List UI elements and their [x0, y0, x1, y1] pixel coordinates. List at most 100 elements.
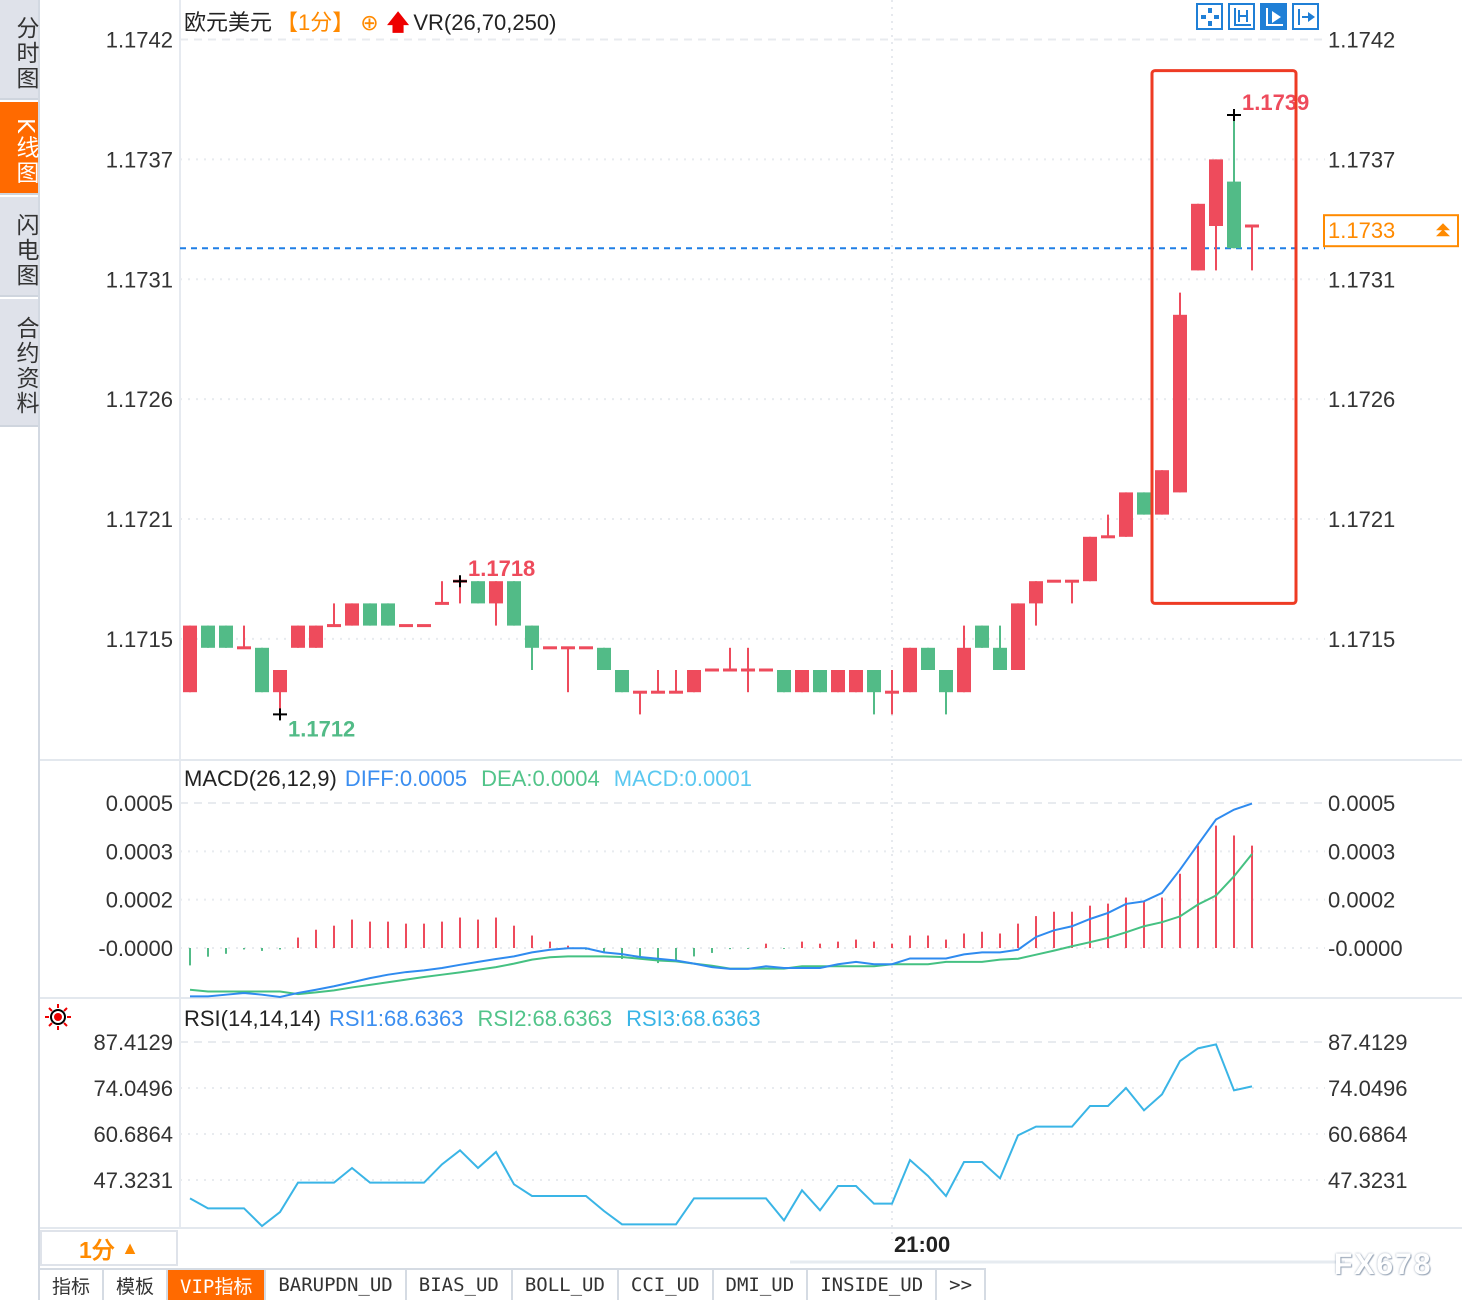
tab-dmi-ud[interactable]: DMI_UD: [714, 1270, 809, 1300]
candle-body: [903, 647, 917, 693]
candle-body: [507, 581, 521, 626]
candle-body: [201, 625, 215, 648]
candle-body: [849, 670, 863, 693]
rsi2-value: RSI2:68.6363: [477, 1006, 613, 1031]
candle-body: [1245, 224, 1259, 228]
sidebar-tab-contract-info[interactable]: 合约资料: [0, 299, 38, 427]
scroll-latest-button[interactable]: [1292, 3, 1319, 30]
candle-body: [363, 603, 377, 626]
chart-toolbar: [1196, 3, 1319, 30]
candle-body: [939, 670, 953, 693]
candle-body: [579, 646, 593, 650]
zoom-out-range-icon: [1265, 7, 1283, 26]
low-marker-cross-icon: [273, 708, 287, 721]
macd-diff-value: DIFF:0.0005: [344, 766, 468, 791]
sidebar-tab-kline[interactable]: K线图: [0, 102, 38, 195]
candle-body: [273, 670, 287, 693]
tab-templates[interactable]: 模板: [104, 1270, 169, 1300]
arrow-up-icon[interactable]: 🡅: [386, 10, 410, 35]
candle-body: [1011, 603, 1025, 670]
rsi-tick-label-right: 47.3231: [1328, 1168, 1408, 1193]
candle-body: [831, 670, 845, 693]
sidebar-tab-timeshare[interactable]: 分时图: [0, 0, 38, 100]
price-tick-label-left: 1.1715: [106, 627, 173, 652]
zoom-in-range-icon: [1233, 7, 1251, 26]
vr-indicator-label[interactable]: VR(26,70,250): [413, 10, 557, 35]
macd-tick-label-right: 0.0003: [1328, 839, 1395, 864]
tab-indicators[interactable]: 指标: [40, 1270, 105, 1300]
zoom-out-range-button[interactable]: [1260, 3, 1287, 30]
rsi-tick-label-left: 74.0496: [93, 1076, 173, 1101]
period-selector[interactable]: 1分 ▲: [40, 1230, 178, 1266]
candle-body: [615, 670, 629, 693]
candle-body: [345, 603, 359, 626]
current-price-label: 1.1733: [1328, 218, 1395, 243]
macd-dea-value: DEA:0.0004: [481, 766, 600, 791]
candle-body: [867, 670, 881, 693]
rsi-line: [189, 1043, 1253, 1228]
candle-body: [381, 603, 395, 626]
price-tick-label-right: 1.1731: [1328, 267, 1395, 292]
tab-bias-ud[interactable]: BIAS_UD: [407, 1270, 513, 1300]
rsi-tick-label-right: 60.6864: [1328, 1122, 1408, 1147]
macd-macd-value: MACD:0.0001: [613, 766, 752, 791]
candle-body: [1227, 181, 1241, 249]
watermark-logo: FX678: [1334, 1248, 1433, 1281]
candle-body: [471, 581, 485, 604]
candle-body: [255, 647, 269, 693]
candle-body: [723, 668, 737, 672]
candle-body: [1065, 579, 1079, 583]
candle-body: [1119, 492, 1133, 537]
sidebar: 分时图 K线图 闪电图 合约资料: [0, 0, 40, 1300]
crosshair-button[interactable]: [1196, 3, 1223, 30]
period-label: 【1分】: [276, 10, 355, 35]
zoom-in-range-button[interactable]: [1228, 3, 1255, 30]
rsi-tick-label-right: 74.0496: [1328, 1076, 1408, 1101]
candle-body: [219, 625, 233, 648]
high-marker-label: 1.1739: [1242, 90, 1309, 115]
rsi-settings-icon[interactable]: [44, 1003, 72, 1031]
price-tick-label-right: 1.1737: [1328, 147, 1395, 172]
highlight-box: [1150, 69, 1298, 605]
tab-boll-ud[interactable]: BOLL_UD: [513, 1270, 619, 1300]
tab-inside-ud[interactable]: INSIDE_UD: [808, 1270, 938, 1300]
price-tick-label-left: 1.1721: [106, 507, 173, 532]
candle-body: [759, 668, 773, 672]
candle-body: [705, 668, 719, 672]
price-tick-label-left: 1.1742: [106, 28, 173, 53]
add-symbol-icon[interactable]: ⊕: [360, 10, 379, 35]
candle-body: [669, 690, 683, 694]
low-marker-label: 1.1712: [288, 716, 355, 741]
scroll-to-latest-icon: [1297, 8, 1315, 25]
tab-barupdn-ud[interactable]: BARUPDN_UD: [266, 1270, 407, 1300]
tab-vip-indicators[interactable]: VIP指标: [168, 1270, 267, 1300]
macd-title: MACD(26,12,9): [184, 766, 337, 791]
price-tick-label-left: 1.1731: [106, 267, 173, 292]
candle-body: [813, 670, 827, 693]
candle-body: [435, 601, 449, 605]
local-high-marker-label: 1.1718: [468, 556, 535, 581]
candle-body: [1191, 203, 1205, 271]
macd-tick-label-right: -0.0000: [1328, 936, 1403, 961]
candle-body: [1155, 470, 1169, 515]
candle-body: [993, 647, 1007, 670]
candle-body: [1029, 581, 1043, 604]
rsi-tick-label-left: 87.4129: [93, 1030, 173, 1055]
price-tick-label-right: 1.1715: [1328, 627, 1395, 652]
candle-body: [237, 646, 251, 650]
tab-cci-ud[interactable]: CCI_UD: [619, 1270, 714, 1300]
candle-body: [291, 625, 305, 648]
macd-tick-label-left: 0.0005: [106, 791, 173, 816]
rsi3-value: RSI3:68.6363: [626, 1006, 761, 1031]
candle-body: [1209, 159, 1223, 226]
dea-line: [189, 853, 1253, 996]
candle-body: [1137, 492, 1151, 515]
macd-tick-label-left: -0.0000: [98, 936, 173, 961]
sidebar-tab-flash[interactable]: 闪电图: [0, 197, 38, 297]
macd-legend: MACD(26,12,9) DIFF:0.0005 DEA:0.0004 MACD:0…: [184, 766, 766, 792]
candle-body: [885, 690, 899, 694]
rsi-tick-label-left: 47.3231: [93, 1168, 173, 1193]
tab-more[interactable]: >>: [937, 1270, 987, 1300]
price-tick-label-left: 1.1737: [106, 147, 173, 172]
